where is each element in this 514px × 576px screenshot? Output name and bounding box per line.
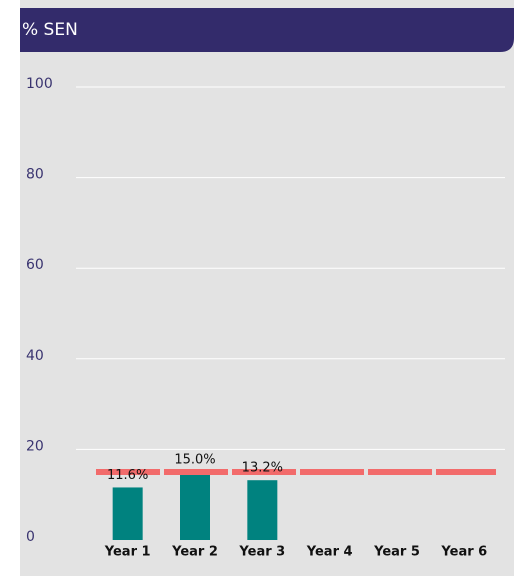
value-label: 13.2% [242, 461, 283, 476]
y-tick-label: 80 [26, 167, 44, 183]
x-tick-label: Year 5 [373, 545, 420, 560]
y-tick-label: 40 [26, 348, 44, 364]
y-tick-label: 20 [26, 438, 44, 454]
value-label: 15.0% [174, 453, 215, 468]
x-tick-label: Year 4 [306, 545, 353, 560]
y-tick-label: 100 [26, 76, 53, 92]
y-tick-label: 60 [26, 257, 44, 273]
x-tick-label: Year 1 [104, 545, 151, 560]
bar [247, 480, 278, 540]
chart-title: % SEN [22, 20, 78, 40]
plot-background [20, 0, 514, 576]
y-tick-label: 0 [26, 529, 35, 545]
bar [112, 487, 143, 540]
x-tick-label: Year 2 [171, 545, 218, 560]
header-band [20, 8, 514, 52]
bar [180, 472, 210, 540]
x-tick-label: Year 6 [440, 545, 487, 560]
value-label: 11.6% [107, 468, 148, 483]
x-tick-label: Year 3 [238, 545, 285, 560]
